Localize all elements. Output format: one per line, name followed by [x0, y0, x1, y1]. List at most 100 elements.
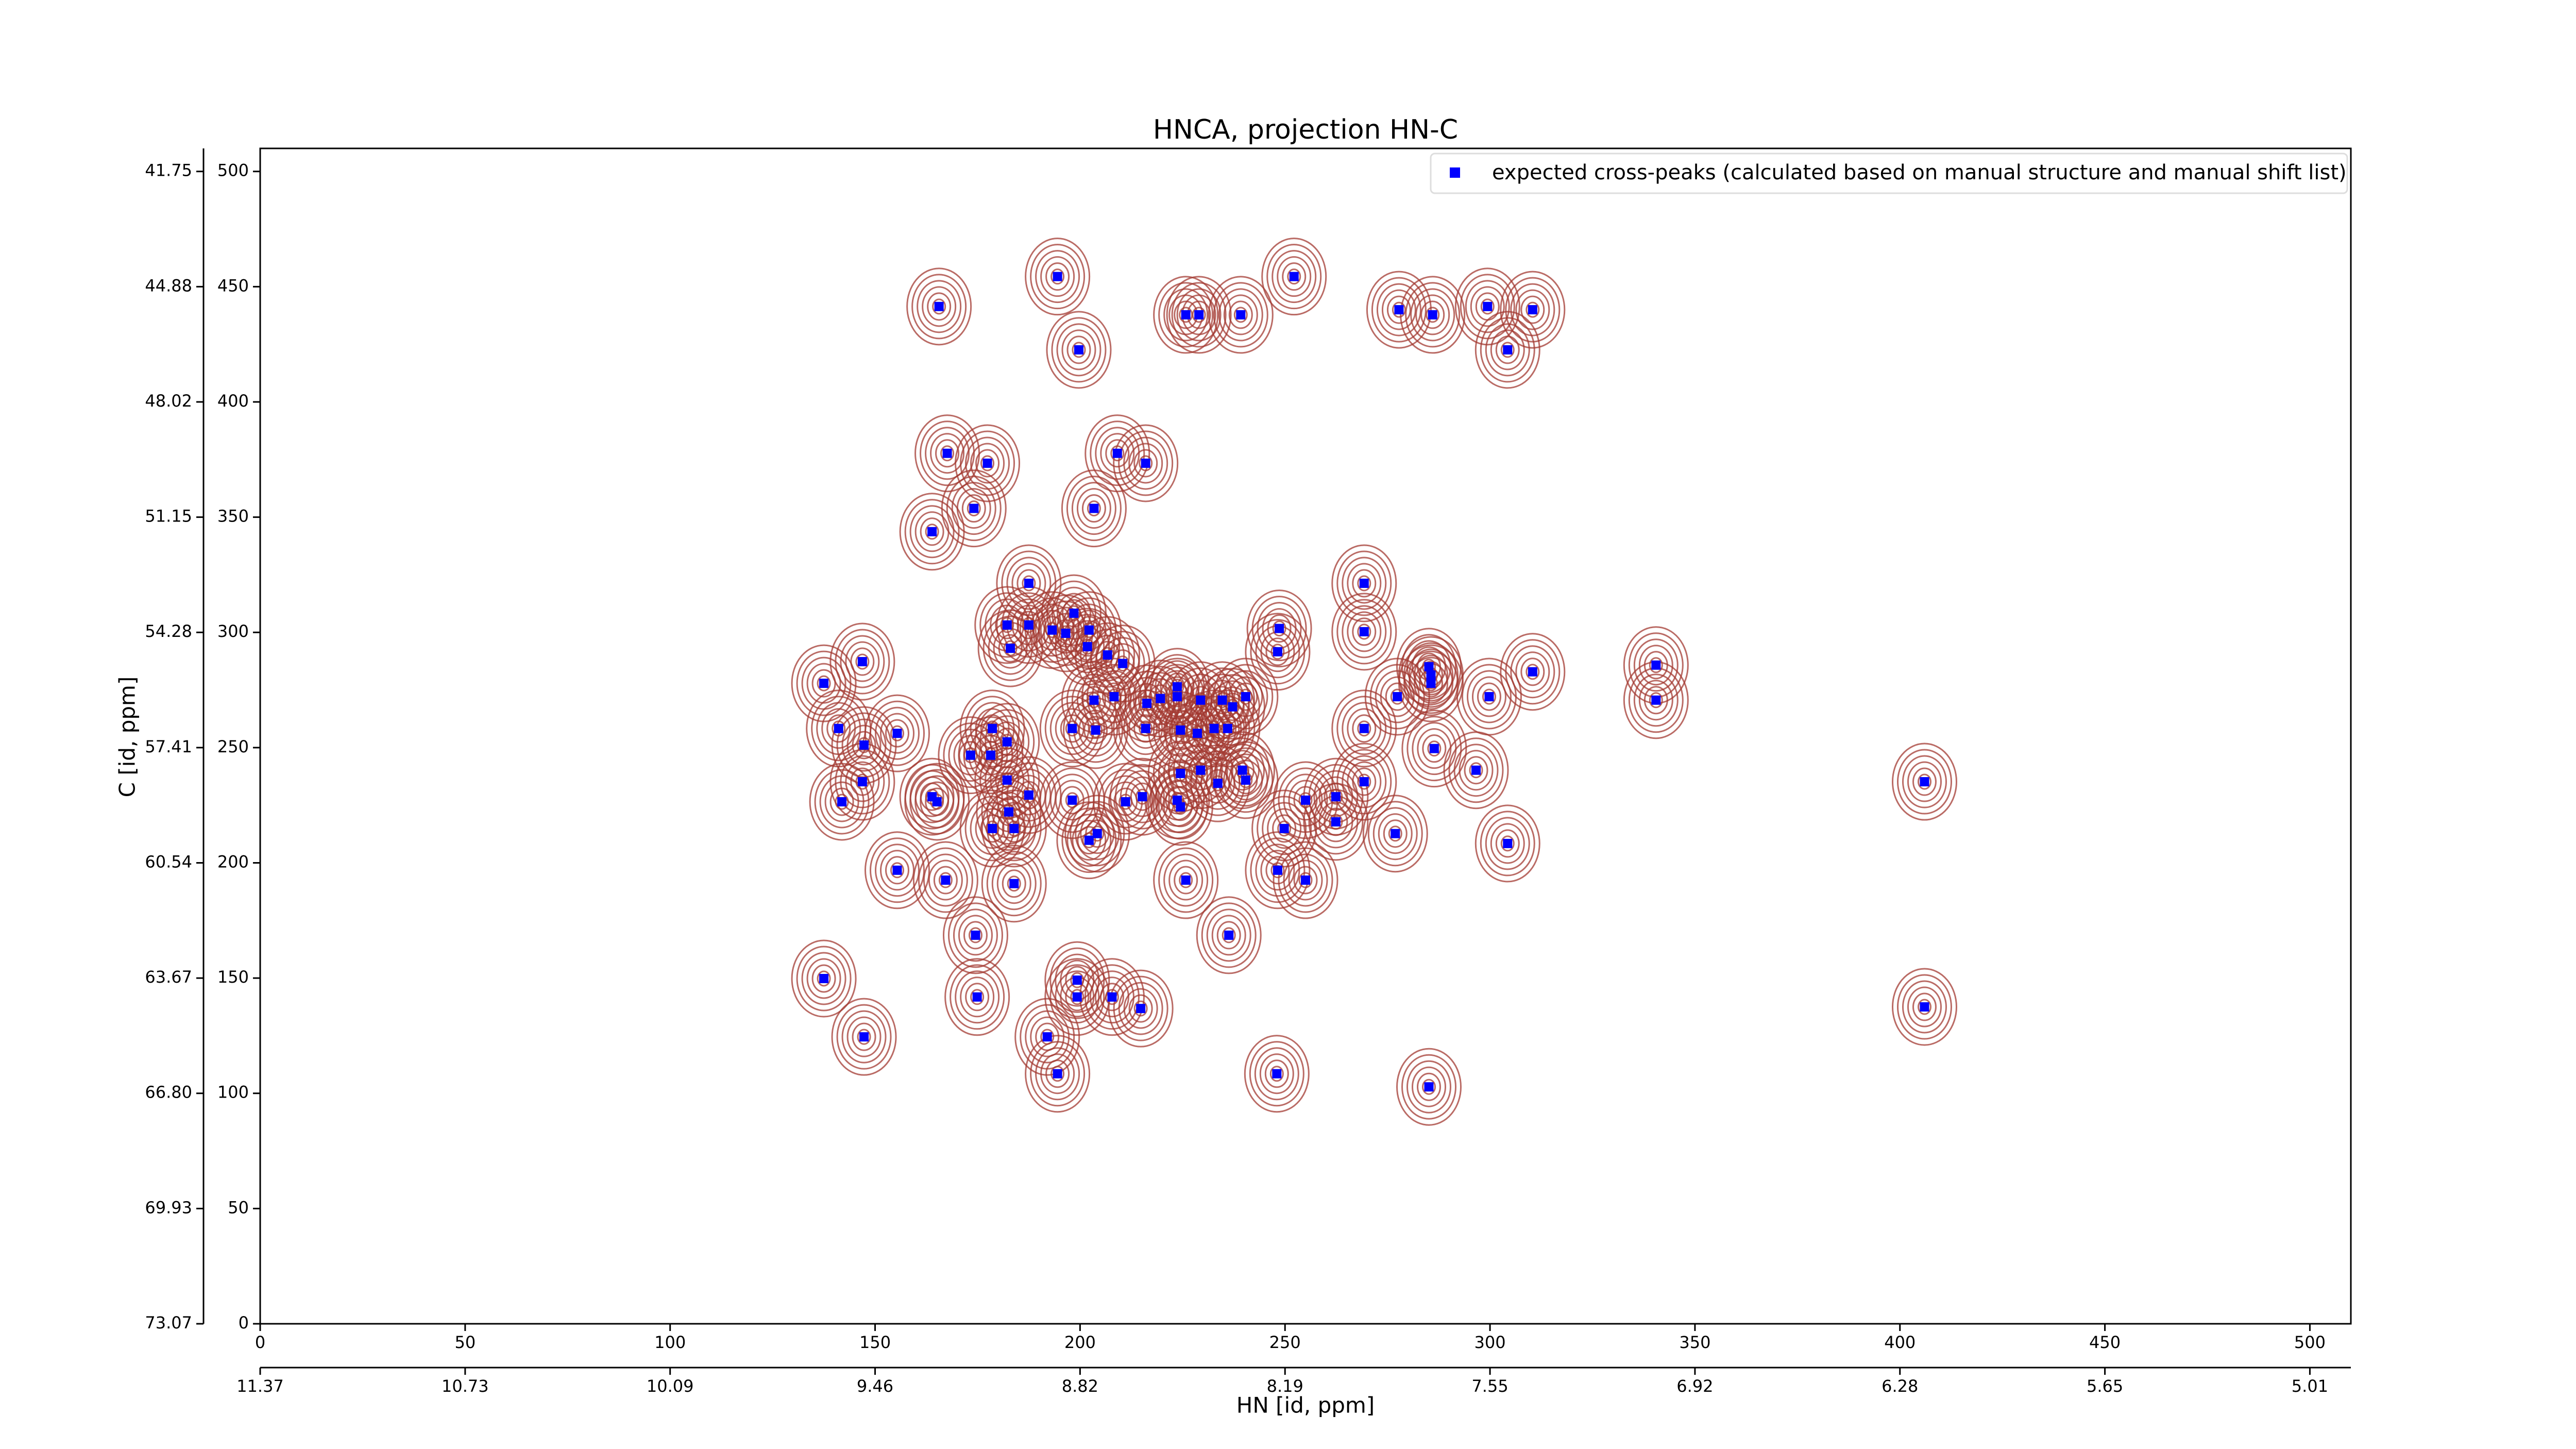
y2-tick-label: 54.28: [145, 621, 192, 641]
contour-ring: [1163, 786, 1198, 828]
cross-peak: [972, 992, 982, 1002]
contour-ring: [1406, 716, 1462, 782]
cross-peak: [1920, 1002, 1929, 1012]
contour-ring: [1110, 649, 1135, 678]
contour-ring: [817, 675, 831, 692]
contour-ring: [1254, 1047, 1299, 1101]
contour-ring: [890, 862, 904, 879]
contour-ring: [1218, 288, 1263, 342]
contour-ring: [1917, 999, 1931, 1015]
cross-peak: [927, 527, 937, 536]
cross-peak: [1002, 737, 1012, 747]
contour-ring: [806, 663, 841, 704]
contour-ring: [1139, 455, 1153, 471]
y-tick-label: 400: [217, 391, 249, 411]
cross-peak: [1426, 679, 1436, 688]
contour-ring: [1222, 927, 1236, 943]
contour-ring: [1272, 250, 1317, 304]
contour-ring: [1066, 814, 1112, 867]
contour-ring: [970, 443, 1005, 484]
contour-ring: [1347, 708, 1382, 749]
contour-ring: [1500, 633, 1566, 711]
x2-tick-label: 7.55: [1471, 1376, 1508, 1396]
contour-ring: [998, 634, 1023, 663]
contour-ring: [1108, 969, 1174, 1048]
contour-ring: [1902, 980, 1947, 1034]
contour-ring: [909, 769, 965, 835]
contour-ring: [923, 853, 968, 907]
cross-peak: [1426, 670, 1436, 680]
y-tick-label: 50: [228, 1198, 249, 1217]
contour-ring: [1196, 896, 1262, 974]
contour-ring: [958, 915, 993, 956]
contour-ring: [1443, 731, 1509, 810]
cross-peak: [1141, 723, 1150, 733]
contour-ring: [890, 725, 904, 742]
contour-ring: [1649, 692, 1663, 709]
contour-ring: [1040, 256, 1075, 297]
contour-ring: [1044, 941, 1110, 1019]
cross-peak: [859, 740, 869, 750]
cross-peak: [1084, 835, 1094, 845]
contour-ring: [1426, 307, 1440, 323]
contour-ring: [864, 831, 930, 909]
contour-ring: [1510, 645, 1555, 699]
contour-ring: [980, 455, 995, 471]
contour-ring: [1128, 708, 1163, 749]
contour-ring: [819, 775, 865, 829]
contour-ring: [1485, 817, 1530, 870]
cross-peak: [1053, 1069, 1062, 1079]
contour-ring: [846, 1016, 882, 1057]
contour-ring: [1208, 276, 1274, 354]
x2-tick-label: 10.73: [442, 1376, 489, 1396]
cross-peak: [1301, 875, 1310, 885]
cross-peak: [1471, 765, 1481, 775]
contour-ring: [1415, 294, 1450, 335]
x-tick-label: 300: [1475, 1333, 1506, 1352]
contour-ring: [1375, 670, 1420, 723]
contour-ring: [1192, 702, 1237, 755]
contour-ring: [1072, 342, 1086, 358]
cross-peak: [1084, 625, 1094, 635]
cross-peak: [1209, 723, 1219, 733]
contour-ring: [899, 493, 965, 571]
cross-peak: [857, 657, 867, 667]
cross-peak: [1181, 310, 1191, 319]
contour-ring: [996, 863, 1031, 904]
contour-ring: [940, 445, 955, 462]
y2-tick-label: 48.02: [145, 391, 192, 411]
contour-ring: [1459, 750, 1494, 791]
contour-ring: [1128, 443, 1163, 484]
contour-ring: [841, 718, 887, 772]
cross-peak: [1503, 345, 1513, 355]
x2-tick-label: 11.37: [236, 1376, 284, 1396]
contour-ring: [857, 1029, 871, 1045]
contour-ring: [965, 983, 990, 1012]
contour-ring: [1485, 323, 1530, 377]
cross-peak: [1074, 345, 1083, 355]
cross-peak: [1181, 875, 1191, 885]
cross-peak: [1273, 865, 1282, 875]
contour-ring: [967, 500, 981, 517]
contour-ring: [1366, 271, 1432, 349]
contour-ring: [1342, 702, 1387, 755]
contour-ring: [1071, 482, 1116, 535]
cross-peak: [1067, 795, 1077, 805]
contour-ring: [950, 964, 1005, 1030]
cross-peak: [1176, 802, 1185, 812]
x2-tick-label: 6.28: [1882, 1376, 1918, 1396]
contour-ring: [1372, 807, 1418, 861]
cross-peak: [1089, 503, 1099, 513]
contour-ring: [970, 989, 985, 1005]
cross-peak: [1289, 272, 1299, 281]
contour-ring: [1129, 683, 1164, 724]
contour-ring: [1158, 282, 1214, 348]
contour-ring: [981, 845, 1047, 923]
contour-ring: [1453, 744, 1499, 797]
contour-ring: [1520, 295, 1545, 324]
contour-ring: [1410, 288, 1455, 342]
contour-ring: [841, 1010, 887, 1064]
contour-ring: [1896, 974, 1952, 1040]
cross-peak: [1092, 829, 1102, 838]
